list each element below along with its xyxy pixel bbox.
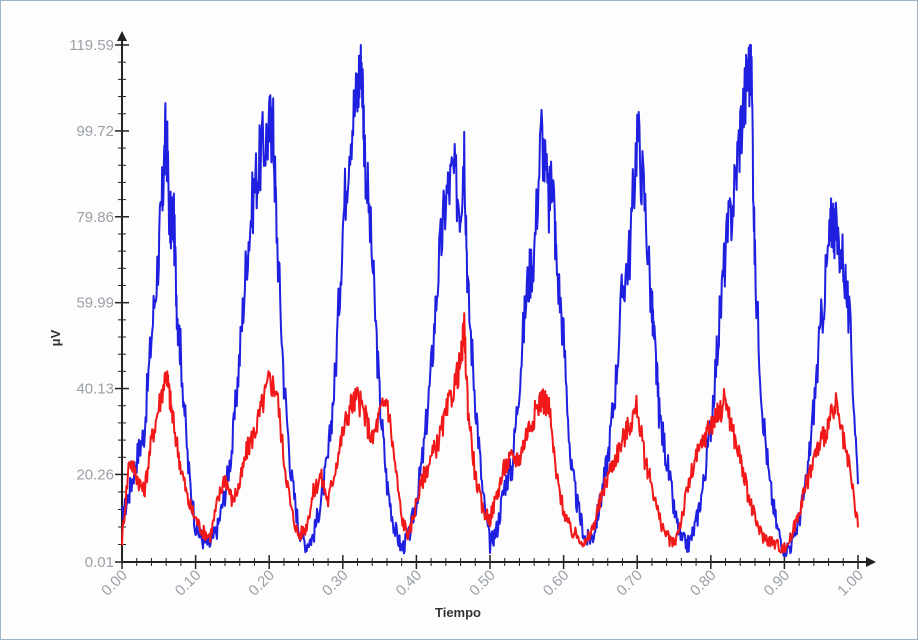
y-axis-arrow <box>117 31 127 41</box>
y-tick-label: 20.26 <box>76 466 114 483</box>
x-tick-label: 0.40 <box>393 567 426 600</box>
x-axis-arrow <box>866 557 876 567</box>
x-axis: 0.00 0.10 0.20 0.30 0.40 0.50 0.60 0.70 0.80 0.90… <box>98 555 876 599</box>
x-tick-label: 0.10 <box>172 567 205 600</box>
x-tick-label: 1.00 <box>834 567 867 600</box>
x-tick-label: 0.80 <box>687 567 720 600</box>
x-tick-label: 0.20 <box>245 567 278 600</box>
series-line-2 <box>121 312 859 554</box>
y-tick-label: 40.13 <box>76 381 114 398</box>
y-axis: 0.01 20.26 40.13 59.99 79.86 99.72 119.59 <box>69 31 129 571</box>
x-axis-title: Tiempo <box>435 605 481 620</box>
x-tick-label: 0.30 <box>319 567 352 600</box>
y-tick-label: 59.99 <box>76 295 114 312</box>
x-tick-label: 0.90 <box>761 567 794 600</box>
x-tick-label: 0.60 <box>540 567 573 600</box>
x-tick-label: 0.50 <box>466 567 499 600</box>
x-tick-label: 0.00 <box>98 567 131 600</box>
y-tick-label: 79.86 <box>76 209 114 226</box>
x-tick-label: 0.70 <box>613 567 646 600</box>
series-line-1 <box>121 44 859 557</box>
y-axis-title: μV <box>48 329 63 346</box>
y-tick-label: 99.72 <box>76 123 114 140</box>
y-tick-label: 119.59 <box>69 37 114 54</box>
series-layer <box>121 44 859 557</box>
y-tick-label: 0.01 <box>85 554 114 571</box>
